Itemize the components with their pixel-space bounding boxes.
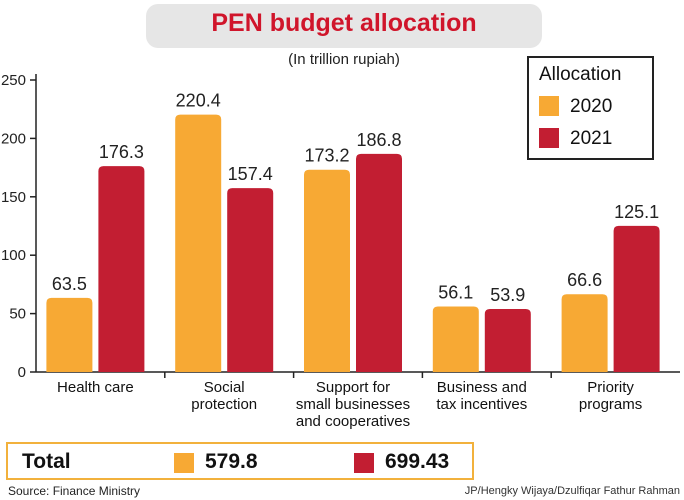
category-label: protection bbox=[191, 396, 257, 413]
category-label: and cooperatives bbox=[296, 413, 410, 430]
credit-note: JP/Hengky Wijaya/Dzulfiqar Fathur Rahman bbox=[464, 485, 680, 497]
y-tick-label: 250 bbox=[1, 72, 26, 89]
y-tick-label: 100 bbox=[1, 247, 26, 264]
legend: Allocation 2020 2021 bbox=[527, 56, 654, 160]
category-label: tax incentives bbox=[436, 396, 527, 413]
data-label: 56.1 bbox=[438, 282, 473, 302]
category-label: Social bbox=[204, 379, 245, 396]
category-label: programs bbox=[579, 396, 642, 413]
bar-2020-0 bbox=[46, 297, 93, 372]
bar-2020-1 bbox=[175, 114, 222, 372]
bar-2021-4 bbox=[613, 225, 660, 372]
chart-title: PEN budget allocation bbox=[211, 9, 477, 37]
data-label: 66.6 bbox=[567, 270, 602, 290]
total-value-2020: 579.8 bbox=[205, 450, 258, 473]
source-note: Source: Finance Ministry bbox=[8, 484, 141, 498]
bar-2020-3 bbox=[432, 306, 479, 372]
y-tick-label: 50 bbox=[9, 306, 26, 323]
total-swatch-2020 bbox=[174, 453, 194, 473]
bar-2021-2 bbox=[356, 153, 402, 372]
data-label: 220.4 bbox=[176, 91, 221, 111]
data-label: 63.5 bbox=[52, 274, 87, 294]
data-label: 186.8 bbox=[356, 130, 401, 150]
category-label: Priority bbox=[587, 379, 634, 396]
data-label: 176.3 bbox=[99, 142, 144, 162]
chart-subtitle: (In trillion rupiah) bbox=[288, 51, 400, 68]
category-label: Support for bbox=[316, 379, 390, 396]
category-label: small businesses bbox=[296, 396, 410, 413]
title-banner bbox=[146, 4, 542, 48]
legend-label-2020: 2020 bbox=[570, 96, 613, 117]
legend-swatch-2021 bbox=[539, 128, 559, 148]
totals-label: Total bbox=[22, 450, 71, 473]
bar-2020-4 bbox=[561, 294, 608, 372]
data-label: 157.4 bbox=[228, 164, 273, 184]
bar-2020-2 bbox=[304, 169, 350, 372]
total-value-2021: 699.43 bbox=[385, 450, 450, 473]
bar-2021-3 bbox=[484, 309, 531, 372]
data-label: 125.1 bbox=[614, 202, 659, 222]
data-label: 53.9 bbox=[490, 285, 525, 305]
total-swatch-2021 bbox=[354, 453, 374, 473]
legend-label-2021: 2021 bbox=[570, 128, 613, 149]
category-label: Business and bbox=[437, 379, 527, 396]
legend-title: Allocation bbox=[539, 64, 622, 85]
y-tick-label: 0 bbox=[18, 364, 26, 381]
y-tick-label: 200 bbox=[1, 130, 26, 147]
y-tick-label: 150 bbox=[1, 189, 26, 206]
bar-2021-1 bbox=[227, 188, 274, 372]
bar-2021-0 bbox=[98, 166, 145, 372]
legend-swatch-2020 bbox=[539, 96, 559, 116]
data-label: 173.2 bbox=[304, 146, 349, 166]
category-label: Health care bbox=[57, 379, 134, 396]
totals-box: Total 579.8 699.43 bbox=[6, 442, 474, 480]
